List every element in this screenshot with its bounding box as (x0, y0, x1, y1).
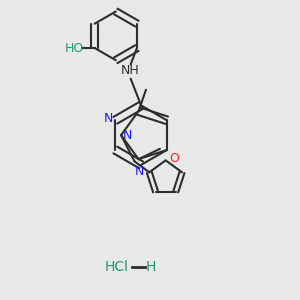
Text: N: N (135, 165, 144, 178)
Text: HO: HO (65, 42, 84, 55)
Text: H: H (146, 260, 156, 274)
Text: N: N (104, 112, 113, 125)
Text: HCl: HCl (105, 260, 129, 274)
Text: NH: NH (121, 64, 140, 77)
Text: N: N (123, 129, 132, 142)
Text: O: O (169, 152, 178, 165)
